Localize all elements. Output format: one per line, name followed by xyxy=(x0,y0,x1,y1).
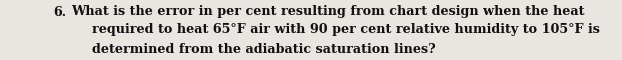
Text: required to heat 65°F air with 90 per cent relative humidity to 105°F is: required to heat 65°F air with 90 per ce… xyxy=(92,24,600,36)
Text: determined from the adiabatic saturation lines?: determined from the adiabatic saturation… xyxy=(92,43,436,56)
Text: 6.: 6. xyxy=(53,6,66,18)
Text: What is the error in per cent resulting from chart design when the heat: What is the error in per cent resulting … xyxy=(72,6,585,18)
